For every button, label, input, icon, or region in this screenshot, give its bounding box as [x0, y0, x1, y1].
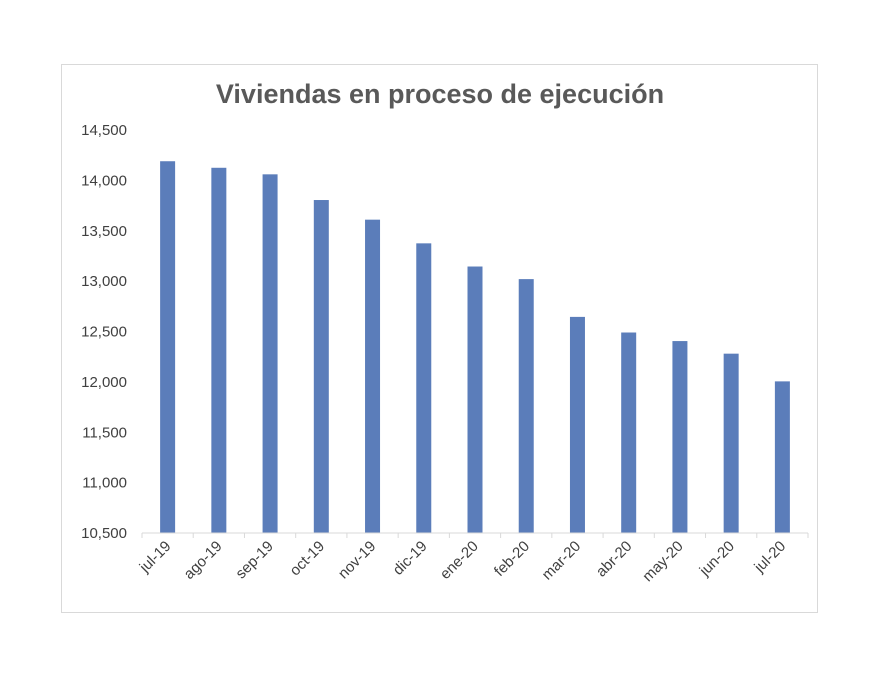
bar-feb-20 [518, 279, 534, 533]
y-axis: 10,500 11,000 11,500 12,000 12,500 13,000 13,5… [81, 122, 127, 542]
bar-series [160, 161, 790, 534]
y-tick-label: 12,000 [81, 374, 127, 391]
y-tick-label: 11,500 [82, 424, 127, 441]
x-tick-label: sep-19 [232, 538, 276, 582]
x-tick-label: ago-19 [181, 538, 226, 583]
x-tick-label: may-20 [639, 538, 686, 585]
x-axis: jul-19 ago-19 sep-19 oct-19 nov-19 dic-19 ene-… [136, 533, 809, 585]
x-tick-label: nov-19 [335, 538, 379, 582]
y-tick-label: 11,000 [82, 475, 127, 492]
bar-mar-20 [569, 316, 585, 533]
x-tick-label: ene-20 [437, 538, 482, 583]
x-tick-label: jun-20 [696, 538, 738, 580]
y-tick-label: 13,500 [81, 223, 127, 240]
y-tick-label: 10,500 [81, 525, 127, 542]
chart-title: Viviendas en proceso de ejecución [216, 79, 664, 109]
bar-sep-19 [262, 174, 278, 533]
x-tick-label: abr-20 [593, 538, 636, 581]
x-tick-label: jul-20 [751, 538, 790, 577]
bar-oct-19 [313, 200, 329, 534]
bar-may-20 [672, 341, 688, 533]
bar-ene-20 [467, 266, 483, 533]
bar-dic-19 [416, 243, 432, 533]
y-tick-label: 14,500 [81, 122, 127, 139]
x-tick-label: feb-20 [491, 538, 533, 580]
bar-ago-19 [211, 167, 227, 533]
y-tick-label: 13,000 [81, 273, 127, 290]
x-tick-label: dic-19 [390, 538, 431, 579]
x-tick-label: jul-19 [136, 538, 175, 577]
bar-nov-19 [365, 219, 381, 534]
chart-frame [61, 64, 818, 613]
bar-jun-20 [723, 353, 739, 533]
bar-jul-19 [160, 161, 176, 534]
y-tick-label: 14,000 [81, 172, 127, 189]
bar-jul-20 [774, 381, 790, 533]
x-tick-label: oct-19 [287, 538, 329, 580]
y-tick-label: 12,500 [81, 324, 127, 341]
bar-abr-20 [621, 332, 637, 533]
x-tick-label: mar-20 [539, 538, 585, 584]
